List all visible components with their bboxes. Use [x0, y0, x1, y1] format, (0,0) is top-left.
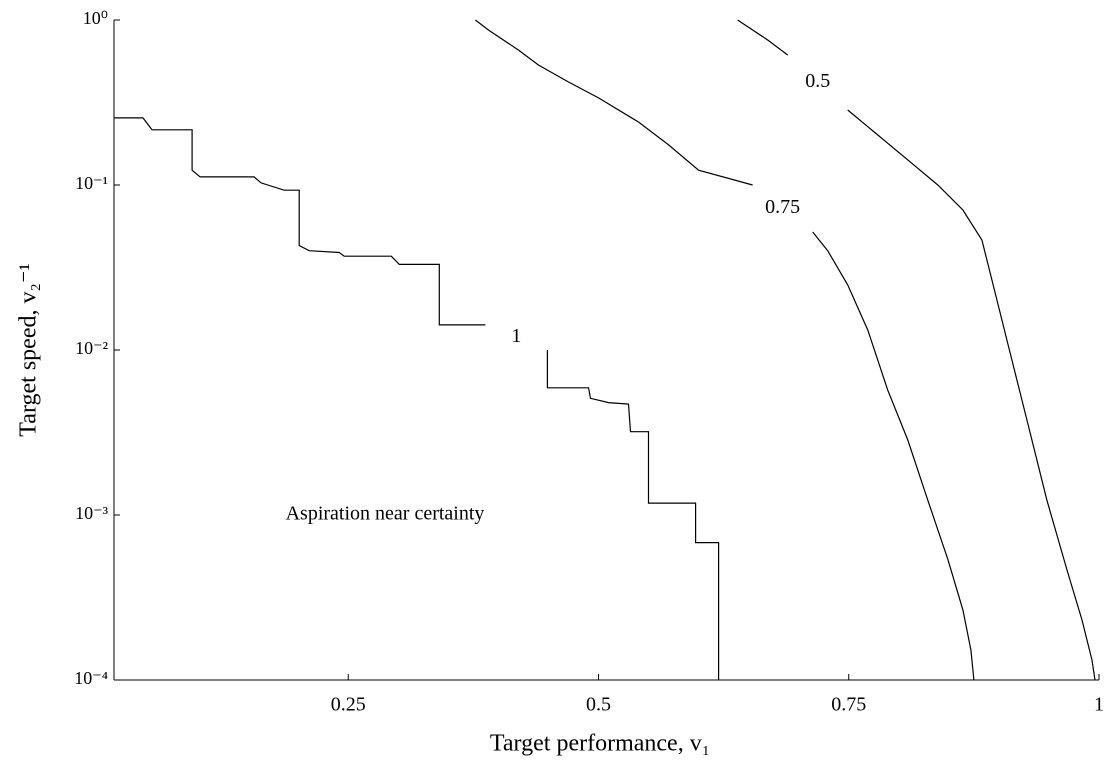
- y-tick-label: 10⁻⁴: [74, 668, 108, 688]
- x-tick-label: 0.75: [831, 694, 866, 716]
- contour-line: [475, 19, 975, 681]
- x-tick-label: 0.25: [331, 694, 366, 716]
- annotation: Aspiration near certainty: [286, 503, 485, 525]
- y-tick-label: 10⁻²: [75, 338, 108, 358]
- y-tick-label: 10⁻¹: [75, 173, 108, 193]
- x-tick-label: 0.5: [586, 694, 611, 716]
- contour-line: [737, 19, 1096, 681]
- contour-label: 0.75: [765, 196, 800, 218]
- x-tick-label: 1: [1094, 694, 1104, 716]
- contour-label: 0.5: [805, 70, 830, 92]
- contour-line: [114, 117, 720, 680]
- x-axis-label: Target performance, v₁: [490, 731, 710, 757]
- contour-label: 1: [511, 325, 521, 347]
- y-tick-label: 10⁻³: [75, 503, 109, 523]
- y-axis-label: Target speed, v₂⁻¹: [16, 263, 42, 436]
- y-tick-label: 10⁰: [83, 8, 108, 28]
